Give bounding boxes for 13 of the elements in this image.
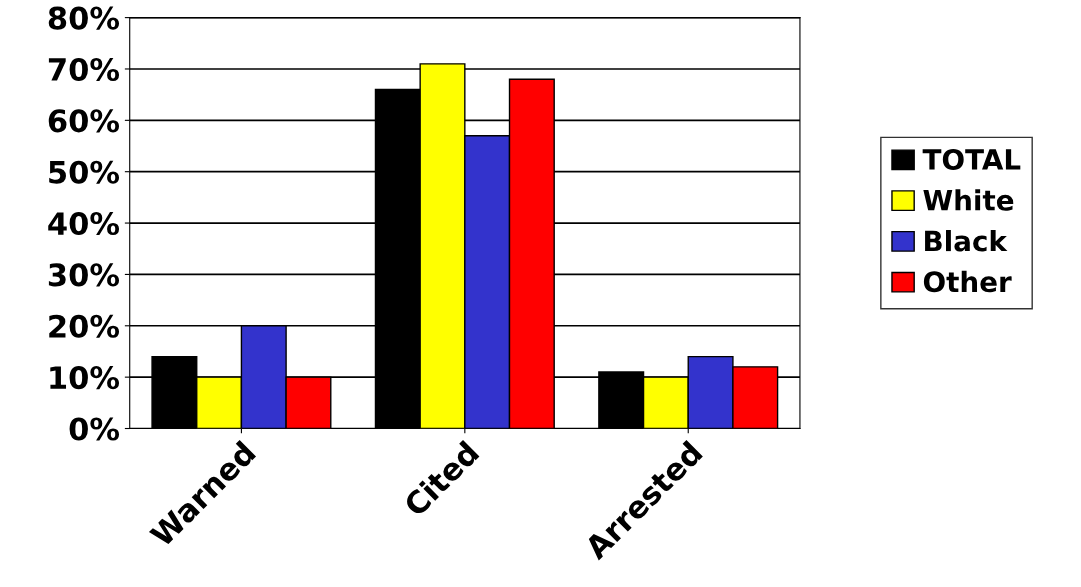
y-tick-label: 40% bbox=[48, 211, 120, 236]
legend-label: Other bbox=[923, 270, 1012, 293]
y-tick-label: 70% bbox=[48, 57, 120, 82]
legend-label: White bbox=[923, 189, 1014, 211]
y-tick-label: 50% bbox=[49, 160, 120, 184]
y-tick-label: 0% bbox=[69, 417, 120, 441]
y-tick-label: 30% bbox=[48, 263, 120, 287]
legend-label: TOTAL bbox=[922, 148, 1021, 170]
legend-label: Black bbox=[925, 230, 1008, 252]
y-tick-label: 80% bbox=[48, 6, 120, 30]
y-tick-label: 10% bbox=[50, 366, 120, 390]
y-tick-label: 60% bbox=[48, 109, 120, 133]
y-tick-label: 20% bbox=[49, 314, 120, 338]
